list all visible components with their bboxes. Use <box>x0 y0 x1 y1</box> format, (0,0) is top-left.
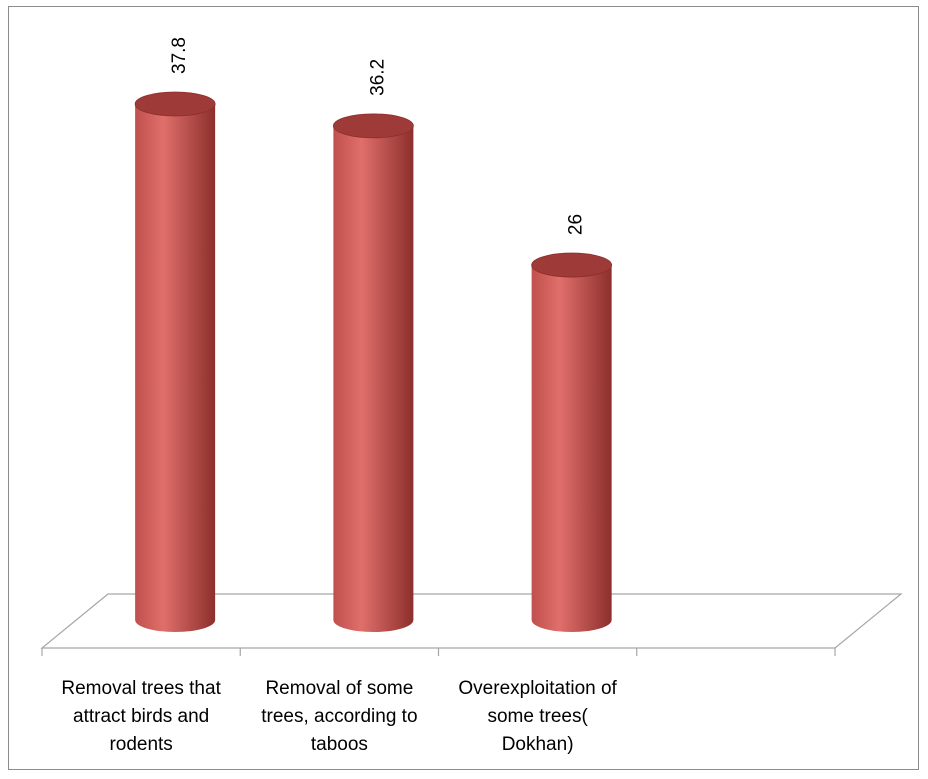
bar-top <box>531 252 613 278</box>
category-label: taboos <box>311 734 368 755</box>
category-label: Overexploitation of <box>458 678 617 699</box>
bar-body <box>531 265 612 632</box>
bar-body <box>333 125 414 632</box>
bar-top <box>134 91 216 117</box>
bars-group <box>134 91 613 632</box>
chart-floor <box>40 593 903 656</box>
category-label: some trees( <box>487 706 588 727</box>
data-label: 37.8 <box>169 37 190 74</box>
bar-body <box>135 104 216 632</box>
data-label: 36.2 <box>367 59 388 96</box>
category-label: attract birds and <box>73 706 209 727</box>
bar-top <box>332 113 414 139</box>
bar <box>134 91 216 632</box>
category-label: rodents <box>109 734 172 755</box>
floor-plane <box>40 593 903 649</box>
category-label: Dokhan) <box>502 734 574 755</box>
bar <box>531 252 613 632</box>
bar <box>332 113 414 632</box>
category-label: Removal of some <box>265 678 413 699</box>
category-label: trees, according to <box>261 706 417 727</box>
labels-group: 37.8 36.2 26 Removal trees that attract bird… <box>61 37 617 755</box>
category-label: Removal trees that <box>61 678 221 699</box>
data-label: 26 <box>566 214 587 235</box>
